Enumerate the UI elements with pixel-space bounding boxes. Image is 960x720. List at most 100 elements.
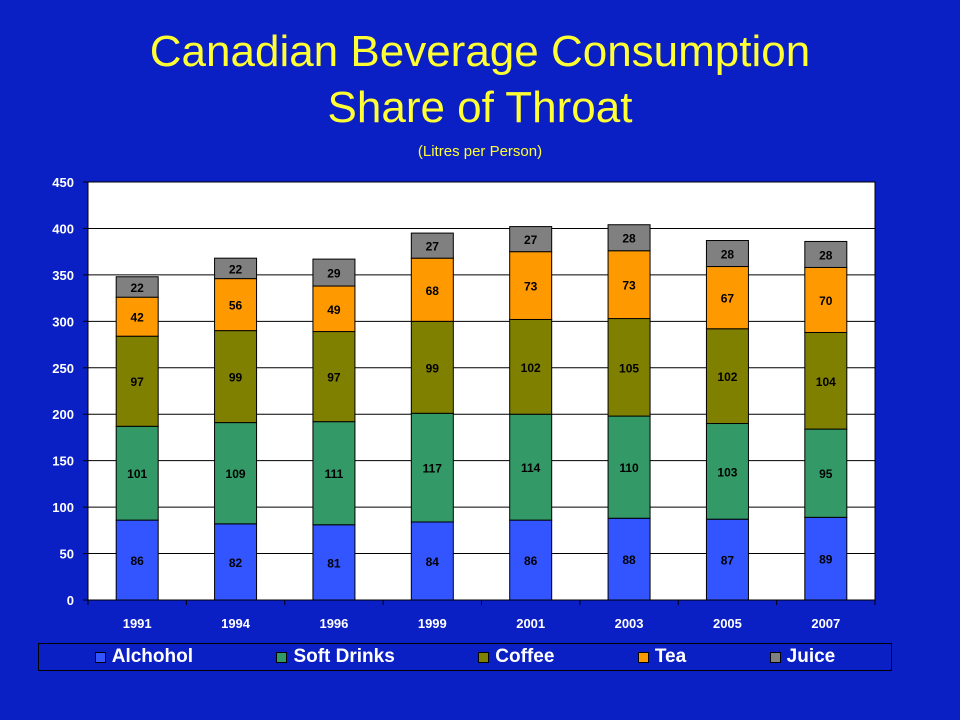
plot-area (87, 181, 876, 601)
data-label: 86 (131, 554, 145, 568)
bar-segment (214, 422, 258, 525)
data-label: 73 (524, 280, 538, 294)
bar-segment (312, 285, 356, 333)
data-label: 86 (524, 554, 538, 568)
legend-label: Juice (786, 646, 836, 667)
y-tick-label: 150 (52, 454, 74, 469)
legend-swatch (94, 651, 106, 663)
bar-segment (410, 521, 454, 601)
bar-segment (214, 330, 258, 424)
data-label: 67 (721, 292, 735, 306)
bar-segment (804, 428, 848, 518)
chart-title-line2: Share of Throat (327, 83, 633, 132)
data-label: 102 (717, 370, 737, 384)
bar-segment (312, 331, 356, 423)
bar-segment (804, 240, 848, 268)
legend-label: Soft Drinks (293, 646, 395, 667)
bar-segment (115, 335, 159, 427)
data-label: 27 (524, 233, 538, 247)
data-label: 27 (426, 240, 440, 254)
data-label: 99 (426, 361, 440, 375)
data-label: 28 (622, 232, 636, 246)
legend-item: Tea (637, 646, 686, 668)
data-label: 81 (327, 556, 341, 570)
data-label: 89 (819, 553, 833, 567)
bar-segment (115, 425, 159, 521)
bar-segment (705, 266, 749, 330)
data-label: 110 (619, 461, 639, 475)
y-tick-label: 450 (52, 175, 74, 190)
data-label: 97 (327, 371, 341, 385)
x-tick-label: 1996 (319, 616, 348, 631)
y-tick-label: 400 (52, 221, 74, 236)
data-label: 73 (622, 279, 636, 293)
data-label: 111 (325, 467, 344, 481)
bar-segment (607, 250, 651, 320)
data-label: 102 (521, 361, 541, 375)
bar-segment (410, 232, 454, 259)
data-label: 105 (619, 361, 639, 375)
y-tick-label: 250 (52, 361, 74, 376)
data-label: 103 (717, 465, 737, 479)
data-label: 82 (229, 556, 243, 570)
data-label: 28 (721, 248, 735, 262)
bar-segment (509, 413, 553, 521)
legend-swatch (769, 651, 781, 663)
data-label: 84 (426, 555, 440, 569)
bar-segment (804, 331, 848, 430)
legend-label: Alchohol (111, 646, 193, 667)
data-label: 87 (721, 554, 735, 568)
bar-segment (214, 257, 258, 280)
bar-segment (115, 276, 159, 298)
bar-segment (607, 318, 651, 417)
y-tick-label: 50 (60, 547, 74, 562)
y-tick-label: 0 (67, 593, 74, 608)
data-label: 104 (816, 375, 836, 389)
x-tick-label: 1999 (418, 616, 447, 631)
bar-segment (312, 258, 356, 287)
bar-segment (509, 318, 553, 415)
data-label: 99 (229, 371, 243, 385)
data-label: 97 (131, 375, 145, 389)
bar-segment (804, 266, 848, 333)
data-label: 29 (327, 267, 341, 281)
bar-segment (410, 412, 454, 523)
bar-segment (509, 226, 553, 253)
bar-segment (115, 296, 159, 337)
x-tick-label: 1991 (123, 616, 152, 631)
bar-segment (214, 523, 258, 601)
bar-segment (705, 328, 749, 425)
bar-segment (115, 519, 159, 601)
y-tick-label: 200 (52, 407, 74, 422)
chart-title: Canadian Beverage Consumption (149, 27, 811, 76)
y-tick-label: 350 (52, 268, 74, 283)
legend-swatch (478, 651, 490, 663)
data-label: 101 (127, 467, 147, 481)
y-tick-label: 100 (52, 500, 74, 515)
chart-legend: Alchohol Soft Drinks Coffee Tea Juice (38, 643, 892, 671)
x-tick-label: 2001 (516, 616, 545, 631)
bar-segment (607, 517, 651, 601)
chart-subtitle: (Litres per Person) (417, 143, 543, 160)
data-label: 117 (423, 462, 443, 476)
bar-segment (509, 251, 553, 320)
y-tick-label: 300 (52, 314, 74, 329)
legend-swatch (637, 651, 649, 663)
legend-label: Coffee (495, 646, 555, 667)
bar-segment (705, 240, 749, 268)
x-tick-label: 1994 (221, 616, 251, 631)
data-label: 109 (226, 467, 246, 481)
data-label: 56 (229, 299, 243, 313)
data-label: 22 (131, 281, 145, 295)
bar-segment (607, 224, 651, 252)
legend-item: Juice (769, 646, 836, 668)
bar-segment (705, 518, 749, 601)
legend-item: Coffee (478, 646, 554, 668)
legend-item: Soft Drinks (276, 646, 395, 668)
data-label: 22 (229, 262, 243, 276)
data-label: 28 (819, 248, 833, 262)
data-label: 42 (131, 311, 145, 325)
data-label: 70 (819, 294, 833, 308)
data-label: 95 (819, 467, 833, 481)
